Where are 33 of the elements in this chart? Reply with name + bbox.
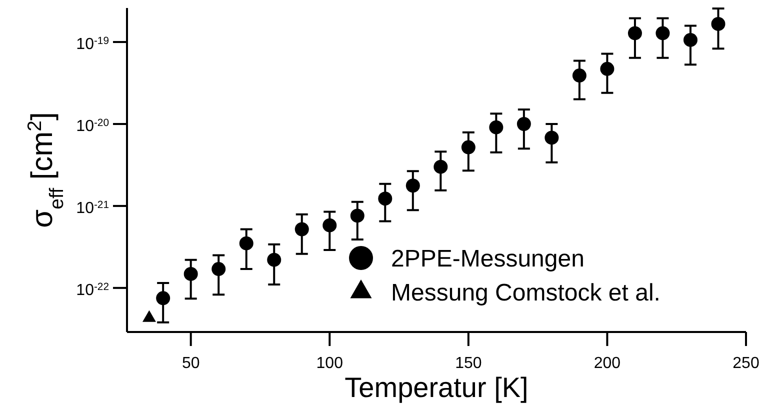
x-tick-label: 100 [316, 355, 344, 372]
point [322, 218, 337, 232]
legend-label: 2PPE-Messungen [391, 245, 584, 272]
point [378, 192, 392, 206]
point [267, 252, 282, 267]
point [184, 266, 198, 281]
legend-label: Messung Comstock et al. [391, 279, 660, 306]
point [156, 291, 170, 306]
point [572, 68, 586, 83]
point [294, 222, 309, 236]
point [239, 236, 254, 250]
x-tick-label: 50 [182, 355, 200, 372]
y-tick-label: 10$^{-21}$ [76, 200, 110, 218]
point [350, 208, 364, 223]
y-tick-label: 10$^{-22}$ [76, 282, 110, 300]
point [406, 178, 420, 193]
y-tick-label: 10$^{-20}$ [76, 118, 110, 136]
point [544, 130, 559, 145]
x-axis-title: Temperatur [K] [344, 372, 528, 403]
point [600, 62, 614, 76]
point [461, 140, 476, 154]
x-tick-label: 150 [455, 355, 482, 372]
point [434, 160, 448, 174]
point [711, 16, 726, 31]
y-tick-label: 10$^{-19}$ [76, 36, 110, 54]
point [683, 32, 698, 47]
point [489, 120, 504, 134]
x-tick-label: 250 [732, 355, 760, 372]
point [516, 117, 531, 131]
x-tick-label: 200 [594, 355, 621, 372]
point [656, 26, 670, 40]
point [212, 262, 226, 276]
point [628, 26, 642, 40]
